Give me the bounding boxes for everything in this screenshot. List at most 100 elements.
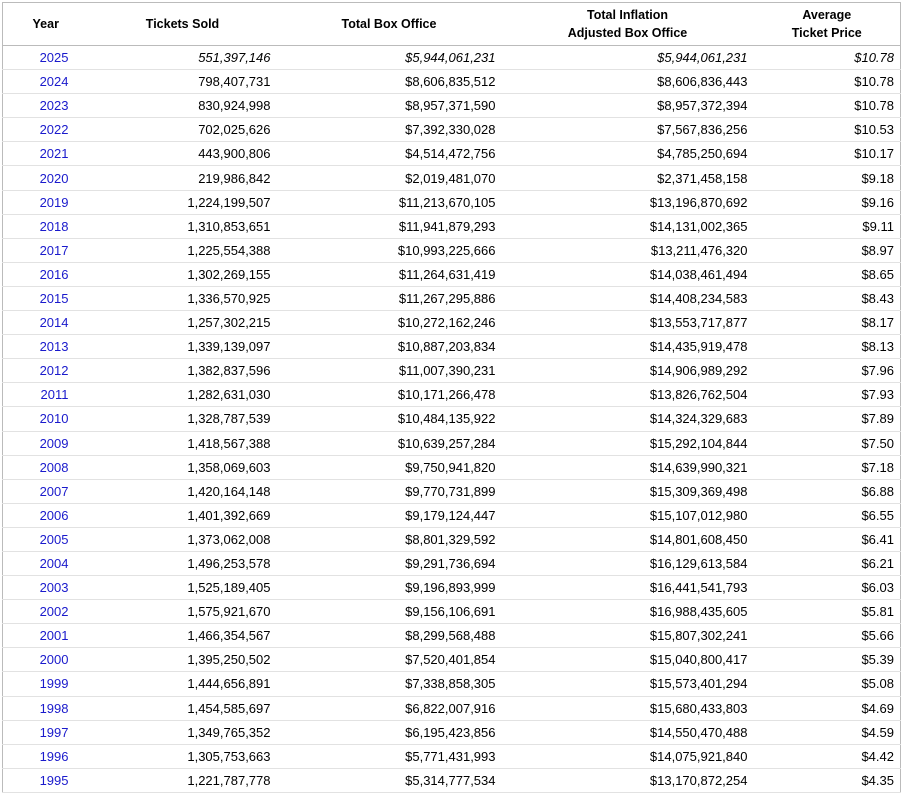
year-cell: 1999 <box>2 671 89 697</box>
value-cell: $10.17 <box>753 141 901 167</box>
year-link[interactable]: 2001 <box>39 628 69 644</box>
value-cell: $9.18 <box>753 165 901 191</box>
year-cell: 2007 <box>2 479 89 504</box>
year-link[interactable]: 2014 <box>39 315 69 331</box>
data-row: 2022 702,025,626 $7,392,330,028 $7,567,836,… <box>2 117 901 143</box>
value-cell: $2,371,458,158 <box>501 165 754 191</box>
year-link[interactable]: 2008 <box>39 459 69 475</box>
value-cell: $9,291,736,694 <box>276 551 502 577</box>
value-cell: 830,924,998 <box>88 93 277 119</box>
value-cell: $13,826,762,504 <box>501 382 754 408</box>
year-link[interactable]: 2012 <box>39 363 69 379</box>
year-link[interactable]: 2007 <box>39 483 69 499</box>
value-cell: $16,988,435,605 <box>501 599 754 625</box>
year-link[interactable]: 2023 <box>39 98 69 114</box>
year-link[interactable]: 1997 <box>39 724 69 740</box>
year-cell: 2009 <box>2 431 89 456</box>
data-row: 2018 1,310,853,651 $11,941,879,293 $14,131,… <box>2 214 901 239</box>
year-cell: 2019 <box>2 190 89 215</box>
value-cell: $10,887,203,834 <box>276 334 502 360</box>
year-link[interactable]: 2025 <box>39 50 69 66</box>
value-cell: $7.89 <box>753 406 901 432</box>
value-cell: $9.16 <box>753 190 901 215</box>
year-cell: 2013 <box>2 334 89 360</box>
value-cell: 1,401,392,669 <box>88 503 277 528</box>
value-cell: 219,986,842 <box>88 165 277 191</box>
year-link[interactable]: 2015 <box>39 290 69 306</box>
value-cell: $7.18 <box>753 455 901 480</box>
year-link[interactable]: 2002 <box>39 604 69 620</box>
year-cell: 2016 <box>2 262 89 287</box>
data-row: 2017 1,225,554,388 $10,993,225,666 $13,211,… <box>2 238 901 263</box>
year-link[interactable]: 2021 <box>39 146 69 162</box>
value-cell: $10.78 <box>753 93 901 119</box>
year-link[interactable]: 2004 <box>39 556 69 572</box>
value-cell: $9,770,731,899 <box>276 479 502 504</box>
value-cell: $7,338,858,305 <box>276 671 502 697</box>
data-row: 2016 1,302,269,155 $11,264,631,419 $14,038,… <box>2 262 901 287</box>
year-link[interactable]: 1999 <box>39 676 69 692</box>
value-cell: 1,349,765,352 <box>88 720 277 745</box>
value-cell: $7,567,836,256 <box>501 117 754 143</box>
data-row: 2006 1,401,392,669 $9,179,124,447 $15,107,0… <box>2 503 901 528</box>
data-row: 2010 1,328,787,539 $10,484,135,922 $14,324,… <box>2 406 901 432</box>
value-cell: 1,358,069,603 <box>88 455 277 480</box>
value-cell: $15,040,800,417 <box>501 647 754 673</box>
value-cell: $15,807,302,241 <box>501 623 754 649</box>
year-link[interactable]: 1998 <box>39 700 69 716</box>
year-cell: 2020 <box>2 165 89 191</box>
year-link[interactable]: 2011 <box>40 387 69 403</box>
value-cell: $9,750,941,820 <box>276 455 502 480</box>
header-row: Year Tickets Sold Total Box Office Total In… <box>2 2 901 46</box>
value-cell: $15,107,012,980 <box>501 503 754 528</box>
column-header: Total Inflation Adjusted Box Office <box>501 2 754 46</box>
data-row: 2021 443,900,806 $4,514,472,756 $4,785,250,… <box>2 141 901 167</box>
value-cell: $15,680,433,803 <box>501 696 754 721</box>
value-cell: $6.55 <box>753 503 901 528</box>
year-cell: 2024 <box>2 69 89 95</box>
year-link[interactable]: 2005 <box>39 531 69 547</box>
value-cell: $6.88 <box>753 479 901 504</box>
year-cell: 2015 <box>2 286 89 312</box>
data-row: 2007 1,420,164,148 $9,770,731,899 $15,309,3… <box>2 479 901 504</box>
value-cell: 1,328,787,539 <box>88 406 277 432</box>
year-link[interactable]: 1996 <box>39 748 69 764</box>
value-cell: $8,299,568,488 <box>276 623 502 649</box>
year-cell: 2017 <box>2 238 89 263</box>
value-cell: $8,606,835,512 <box>276 69 502 95</box>
value-cell: 1,418,567,388 <box>88 431 277 456</box>
value-cell: $11,264,631,419 <box>276 262 502 287</box>
value-cell: $8.97 <box>753 238 901 263</box>
value-cell: $5.66 <box>753 623 901 649</box>
year-link[interactable]: 1995 <box>39 772 69 788</box>
year-link[interactable]: 2000 <box>39 652 69 668</box>
year-link[interactable]: 2010 <box>39 411 69 427</box>
data-row: 2019 1,224,199,507 $11,213,670,105 $13,196,… <box>2 190 901 215</box>
year-link[interactable]: 2017 <box>39 242 69 258</box>
value-cell: $16,129,613,584 <box>501 551 754 577</box>
value-cell: $13,196,870,692 <box>501 190 754 215</box>
year-link[interactable]: 2019 <box>39 194 69 210</box>
data-row: 2014 1,257,302,215 $10,272,162,246 $13,553,… <box>2 310 901 336</box>
year-link[interactable]: 2024 <box>39 74 69 90</box>
value-cell: $10.78 <box>753 45 901 71</box>
year-link[interactable]: 2018 <box>39 218 69 234</box>
value-cell: $8.65 <box>753 262 901 287</box>
year-link[interactable]: 2016 <box>39 266 69 282</box>
value-cell: $15,292,104,844 <box>501 431 754 456</box>
data-row: 2005 1,373,062,008 $8,801,329,592 $14,801,6… <box>2 527 901 552</box>
value-cell: $11,007,390,231 <box>276 358 502 384</box>
year-link[interactable]: 2013 <box>39 339 69 355</box>
year-cell: 1997 <box>2 720 89 745</box>
value-cell: $13,211,476,320 <box>501 238 754 263</box>
data-row: 2004 1,496,253,578 $9,291,736,694 $16,129,6… <box>2 551 901 577</box>
year-link[interactable]: 2009 <box>39 435 69 451</box>
value-cell: 702,025,626 <box>88 117 277 143</box>
value-cell: $6.21 <box>753 551 901 577</box>
value-cell: $10,639,257,284 <box>276 431 502 456</box>
year-link[interactable]: 2006 <box>39 507 69 523</box>
year-cell: 2023 <box>2 93 89 119</box>
year-link[interactable]: 2003 <box>39 580 69 596</box>
year-link[interactable]: 2020 <box>39 170 69 186</box>
year-link[interactable]: 2022 <box>39 122 69 138</box>
